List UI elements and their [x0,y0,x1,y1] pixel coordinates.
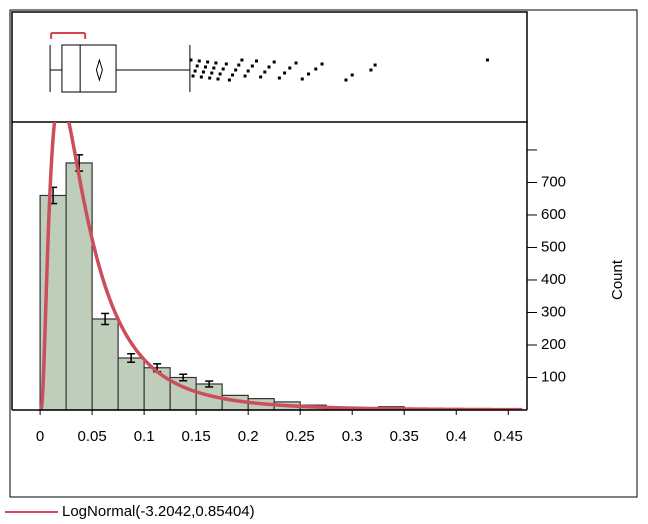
outlier [221,67,225,71]
outlier [216,77,220,81]
outlier [259,75,263,79]
x-tick-label: 0.1 [134,428,155,445]
mean-diamond [95,58,103,82]
y-tick-label: 400 [541,271,566,288]
outlier [201,70,205,74]
bar [117,357,145,411]
x-tick-label: 0.2 [238,428,259,445]
y-tick-label: 100 [541,368,566,385]
x-tick-label: 0.35 [390,428,419,445]
box [61,44,117,93]
outlier [214,61,218,65]
y-tick-label: 200 [541,336,566,353]
outlier [294,61,298,65]
error-bar [179,373,188,382]
y-tick-label: 300 [541,303,566,320]
outlier [288,66,292,70]
bar [91,318,119,411]
outlier [263,70,267,74]
outlier [250,64,254,68]
outlier [344,78,348,82]
outlier [277,76,281,80]
outlier [197,59,201,63]
x-tick-label: 0.4 [446,428,467,445]
outlier [240,58,244,62]
outlier [189,58,193,62]
outlier [320,62,324,66]
outlier [224,62,228,66]
outlier [218,72,222,76]
outlier [314,67,318,71]
outlier [243,74,247,78]
x-tick-label: 0.45 [494,428,523,445]
y-tick-label: 500 [541,238,566,255]
outlier [234,68,238,72]
outlier [254,59,258,63]
outlier [485,58,489,62]
error-bar [101,312,110,326]
outlier [212,66,216,70]
outlier [231,73,235,77]
outlier [307,72,311,76]
outlier [246,69,250,73]
y-tick-label: 600 [541,206,566,223]
x-tick-label: 0.3 [342,428,363,445]
error-bar [205,380,214,388]
x-tick-label: 0.15 [182,428,211,445]
outlier [283,71,287,75]
legend-label: LogNormal(-3.2042,0.85404) [62,503,255,520]
outlier [191,74,195,78]
bar [65,162,93,411]
outlier [210,71,214,75]
outlier [193,69,197,73]
frame [9,9,638,498]
bar [143,367,171,411]
error-bar [127,353,136,363]
outlier [237,63,241,67]
box-panel [11,11,528,123]
outlier [369,68,373,72]
outlier [195,64,199,68]
x-tick-label: 0.05 [78,428,107,445]
x-tick-label: 0.25 [286,428,315,445]
outlier [350,73,354,77]
outlier [206,60,210,64]
outlier [199,75,203,79]
outlier [204,65,208,69]
y-axis-label: Count [609,259,626,300]
outlier [272,60,276,64]
outlier [227,78,231,82]
outlier [267,65,271,69]
y-tick-label: 700 [541,173,566,190]
outlier [373,63,377,67]
outlier [208,76,212,80]
x-tick-label: 0 [36,428,44,445]
outlier [300,77,304,81]
